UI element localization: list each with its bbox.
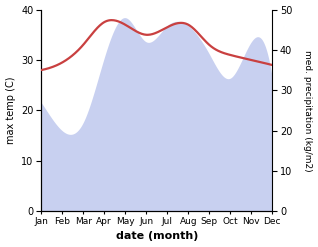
X-axis label: date (month): date (month) bbox=[115, 231, 198, 242]
Y-axis label: max temp (C): max temp (C) bbox=[5, 77, 16, 144]
Y-axis label: med. precipitation (kg/m2): med. precipitation (kg/m2) bbox=[303, 50, 313, 171]
